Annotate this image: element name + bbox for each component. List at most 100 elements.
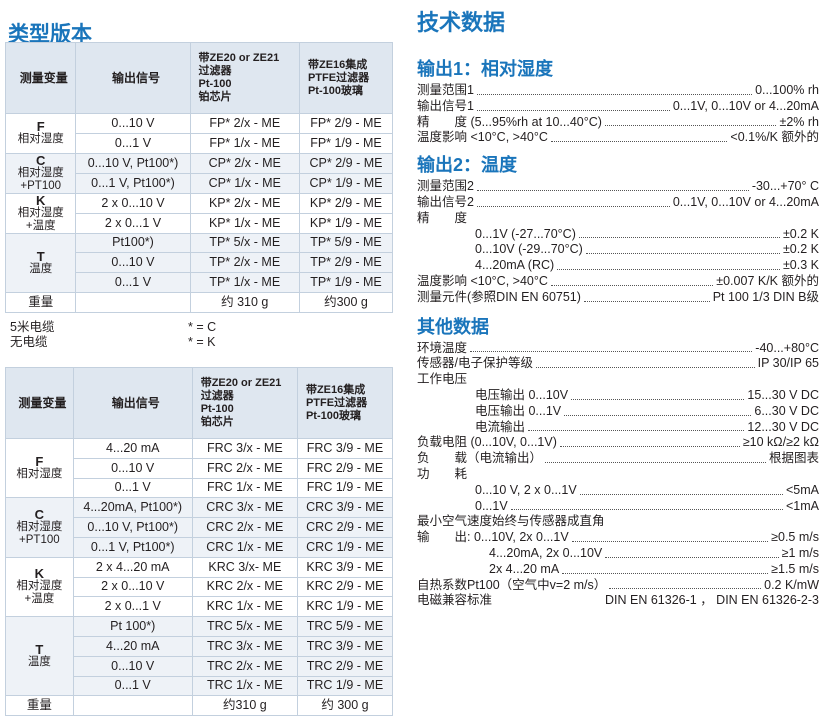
column-header: 测量变量 [5, 367, 74, 439]
table-cell: FRC 3/x - ME [191, 438, 298, 459]
table-cell: KRC 3/9 - ME [296, 556, 394, 578]
column-header: 测量变量 [4, 42, 77, 114]
spec-label: 精 度 (5...95%rh at 10...40°C) [417, 114, 602, 129]
spec-line: 温度影响 <10°C, >40°C ±0.007 K/K 额外的 [417, 274, 819, 290]
table-cell: CP* 2/9 - ME [298, 152, 394, 174]
table-cell: Pt 100*) [72, 616, 193, 637]
spec-value: 12...30 V DC [747, 419, 819, 434]
table-cell: KP* 2/x - ME [189, 192, 300, 214]
leader-dots [571, 530, 769, 542]
note-label: 无电缆 [10, 335, 48, 349]
type-table-1: 测量变量 输出信号 带ZE20 or ZE21 过滤器 Pt-100 铂芯片 带ZE1… [4, 42, 394, 313]
variable-letter: K [34, 566, 45, 582]
variable-letter: T [36, 248, 45, 264]
leader-dots [571, 388, 745, 400]
spec-line: 电压输出 0...1V 6...30 V DC [417, 404, 819, 420]
column-header: 带ZE20 or ZE21 过滤器 Pt-100 铂芯片 [191, 367, 298, 439]
table-cell: FRC 1/x - ME [191, 477, 298, 499]
measured-variable: T 温度 [4, 232, 77, 293]
table-cell: 2 x 0...10 V [75, 192, 191, 214]
weight-cell: 约 310 g [189, 291, 300, 313]
spec-label: 输出信号1 [417, 98, 474, 113]
spec-label: 测量元件(参照DIN EN 60751) [417, 289, 581, 304]
table-cell: TRC 5/x - ME [191, 616, 298, 637]
spec-line: 功 耗 [417, 467, 819, 483]
spec-value: ±0.3 K [782, 258, 819, 273]
leader-dots [470, 341, 753, 353]
spec-line: 电磁兼容标准 DIN EN 61326-1 ， DIN EN 61326-2-3 [417, 593, 819, 609]
table-cell: 2 x 0...1 V [75, 212, 191, 234]
section-heading: 输出1：相对湿度 [417, 59, 554, 79]
spec-value: 根据图表 [768, 451, 819, 466]
spec-line: 电流输出 12...30 V DC [417, 420, 819, 436]
leader-dots [476, 83, 753, 95]
spec-value: ±2% rh [779, 114, 819, 129]
table-cell: 0...1 V [72, 675, 193, 697]
spec-value: <5mA [785, 482, 819, 497]
table-cell: TP* 2/9 - ME [298, 252, 394, 274]
table-cell: 2 x 0...1 V [72, 596, 193, 618]
table-cell: TP* 2/x - ME [189, 252, 300, 274]
spec-label: 0...1V [475, 498, 508, 513]
spec-label: 测量范围1 [417, 83, 474, 97]
spec-label: 精 度 [417, 210, 468, 225]
variable-desc: 相对湿度 +PT100 [16, 521, 63, 547]
leader-dots [559, 435, 740, 448]
spec-label: 测量范围2 [417, 179, 474, 194]
table-cell: 4...20 mA [72, 438, 193, 459]
measured-variable: C 相对湿度 +PT100 [5, 497, 74, 558]
spec-line: 环境温度 -40...+80°C [417, 341, 819, 357]
spec-label: 最小空气速度始终与传感器成直角 [417, 514, 605, 529]
section-heading: 其他数据 [417, 316, 489, 337]
spec-value: ≥10 kΩ/≥2 kΩ [742, 435, 819, 450]
spec-label: 负 载（电流输出） [417, 451, 543, 466]
variable-desc: 相对湿度 +PT100 [17, 166, 64, 192]
leader-dots [583, 290, 710, 302]
spec-line: 0...10 V, 2 x 0...1V <5mA [417, 483, 819, 499]
table-cell: CP* 1/x - ME [189, 172, 300, 194]
column-header: 带ZE16集成 PTFE过滤器 Pt-100玻璃 [298, 42, 394, 114]
column-header: 输出信号 [75, 42, 191, 114]
variable-desc: 相对湿度 [17, 133, 64, 146]
spec-line: 传感器/电子保护等级 IP 30/IP 65 [417, 356, 819, 372]
spec-label: 功 耗 [417, 466, 468, 481]
table-cell: TRC 3/9 - ME [296, 635, 394, 657]
spec-value: ≥1 m/s [781, 545, 819, 560]
variable-desc: 温度 [29, 262, 53, 275]
leader-dots [564, 404, 752, 416]
spec-value: 6...30 V DC [754, 403, 819, 418]
table-cell: FRC 2/x - ME [191, 457, 298, 479]
type-table-2: 测量变量 输出信号 带ZE20 or ZE21 过滤器 Pt-100 铂芯片 带ZE1… [5, 367, 394, 717]
variable-letter: C [36, 152, 46, 168]
spec-value: DIN EN 61326-1 ， DIN EN 61326-2-3 [605, 593, 819, 608]
spec-line: 自热系数Pt100（空气中v=2 m/s） 0.2 K/mW [417, 578, 819, 594]
table-cell: 0...10 V [75, 113, 191, 134]
spec-line: 精 度 [417, 211, 819, 227]
spec-value: <1mA [785, 498, 819, 513]
table-cell: TRC 1/x - ME [191, 675, 298, 697]
variable-letter: C [34, 507, 45, 523]
spec-label: 温度影响 <10°C, >40°C [417, 130, 548, 145]
table-cell: 0...1 V, Pt100*) [75, 172, 191, 194]
table-cell: KRC 1/9 - ME [296, 596, 394, 618]
spec-label: 0...1V (-27...70°C) [475, 226, 576, 241]
table-row: 0...10 V TP* 2/x - ME TP* 2/9 - ME [6, 252, 394, 274]
spec-label: 电磁兼容标准 [417, 593, 493, 608]
leader-dots [578, 227, 780, 239]
spec-line: 2x 4...20 mA ≥1.5 m/s [417, 562, 819, 578]
leader-dots [579, 483, 783, 495]
spec-line: 0...10V (-29...70°C) ±0.2 K [417, 242, 819, 258]
weight-cell: 约300 g [298, 291, 394, 313]
spec-label: 温度影响 <10°C, >40°C [417, 273, 548, 288]
spec-line: 测量元件(参照DIN EN 60751) Pt 100 1/3 DIN B级 [417, 290, 819, 306]
spec-value: 0...1V, 0...10V or 4...20mA [672, 98, 819, 113]
leader-dots [557, 258, 780, 270]
table-cell: KP* 1/9 - ME [298, 212, 394, 234]
spec-line: 温度影响 <10°C, >40°C <0.1%/K 额外的 [417, 130, 819, 146]
spec-label: 输出信号2 [417, 194, 474, 209]
spec-label: 输 出: 0...10V, 2x 0...1V [417, 530, 569, 545]
tech-data-title: 技术数据 [417, 10, 506, 35]
leader-dots [550, 274, 714, 286]
spec-line: 最小空气速度始终与传感器成直角 [417, 514, 819, 530]
spec-label: 4...20mA, 2x 0...10V [489, 545, 603, 560]
